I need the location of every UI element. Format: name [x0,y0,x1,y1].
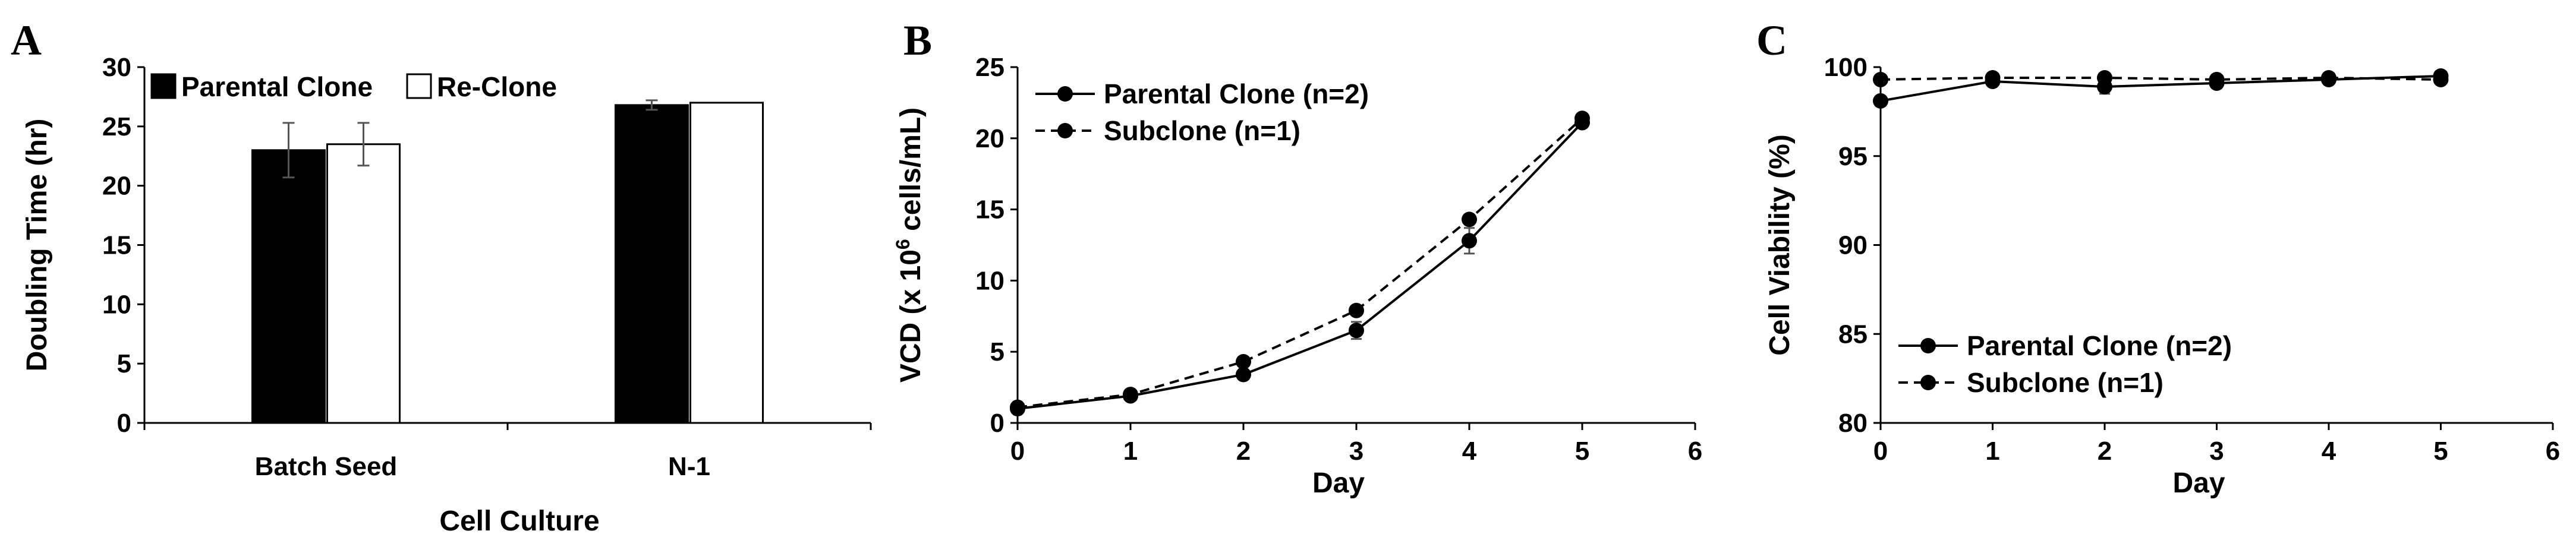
series-line-subclone [1880,76,2441,81]
panel-letter-a: A [11,17,42,64]
x-tick-label: 6 [1688,437,1702,466]
x-tick-label: 3 [1349,437,1363,466]
legend-swatch [406,73,432,99]
bar [615,104,689,424]
panel-letter-c: C [1756,17,1787,64]
data-point [1010,399,1025,415]
legend-marker [1057,123,1073,138]
y-tick-label: 10 [975,266,1004,295]
y-tick-label: 85 [1838,320,1868,349]
x-tick-label: 1 [1985,437,1999,466]
x-tick-label: 5 [2433,437,2448,466]
legend-label: Parental Clone (n=2) [1967,330,2232,361]
y-axis-title-superscript: 6 [892,239,914,249]
legend-marker [1920,338,1936,353]
x-axis-title: Cell Culture [439,505,599,537]
legend-label: Re-Clone [437,71,557,102]
legend-marker [1057,86,1073,102]
y-tick-label: 20 [975,124,1004,153]
y-axis-title: Cell Viability (%) [1764,134,1796,356]
data-point [1236,353,1251,369]
y-axis-title-suffix: cells/mL) [895,108,927,239]
x-tick-label: 2 [1236,437,1251,466]
legend-label: Subclone (n=1) [1104,115,1300,146]
data-point [2097,69,2112,86]
y-tick-label: 30 [102,53,131,82]
x-axis-title: Day [1312,467,1365,499]
data-point [1349,302,1364,318]
y-axis-title-main: Cell Viability (%) [1764,134,1796,356]
y-tick-label: 15 [102,231,131,260]
y-tick-label: 25 [975,53,1004,82]
legend-label: Parental Clone [181,71,373,102]
x-tick-label: N-1 [668,452,710,481]
chart-cell-viability: 80 85 90 95 100 0 1 2 3 4 5 6 Parental Clone (n=2) Su… [1764,53,2560,499]
data-point [1462,211,1477,227]
y-tick-label: 90 [1838,231,1868,260]
data-point [1349,323,1364,339]
y-tick-label: 0 [117,409,131,438]
y-axis-title: Doubling Time (hr) [21,119,53,372]
legend-label: Subclone (n=1) [1967,367,2164,398]
x-tick-label: 4 [2322,437,2336,466]
panel-letter-b: B [903,17,932,64]
chart-vcd: 0 5 10 15 20 25 0 1 2 3 4 5 6 Parental Clone (n=2) Sub… [892,53,1702,499]
legend-label: Parental Clone (n=2) [1104,78,1369,109]
x-tick-label: Batch Seed [255,452,398,481]
chart-doubling-time: 0 5 10 15 20 25 30 Batch Seed N-1 Cell Culture Dou… [21,53,872,537]
y-tick-label: 25 [102,112,131,141]
data-point [1574,110,1590,127]
x-tick-label: 2 [2098,437,2112,466]
y-tick-label: 5 [990,337,1004,366]
y-tick-label: 15 [975,195,1004,225]
bar [326,143,401,424]
y-tick-label: 10 [102,290,131,319]
data-point [1873,71,1888,87]
series-line-subclone [1017,117,1583,409]
data-point [2321,69,2336,86]
y-tick-label: 100 [1824,53,1868,82]
legend-swatch [150,73,177,99]
series-line-parental [1017,122,1583,410]
x-tick-label: 0 [1873,437,1888,466]
data-point [2433,71,2449,87]
data-point [2209,71,2225,87]
x-tick-label: 4 [1462,437,1477,466]
x-tick-label: 1 [1123,437,1138,466]
x-tick-label: 0 [1010,437,1025,466]
data-point [1462,233,1477,249]
data-point [1236,366,1251,383]
y-tick-label: 95 [1838,142,1868,171]
x-axis-title: Day [2172,467,2225,499]
y-axis-title: VCD (x 106 cells/mL) [892,108,927,383]
y-tick-label: 0 [990,409,1004,438]
x-tick-label: 3 [2209,437,2224,466]
data-point [1123,387,1138,403]
y-axis-title-main: VCD (x 10 [895,249,927,383]
x-tick-label: 6 [2546,437,2560,466]
data-point [1985,69,2001,86]
bar [251,149,326,424]
legend-marker [1920,375,1936,390]
y-tick-label: 20 [102,172,131,201]
y-tick-label: 5 [117,349,131,378]
bar [689,102,764,424]
x-tick-label: 5 [1575,437,1589,466]
data-point [1873,93,1888,109]
y-tick-label: 80 [1838,409,1868,438]
